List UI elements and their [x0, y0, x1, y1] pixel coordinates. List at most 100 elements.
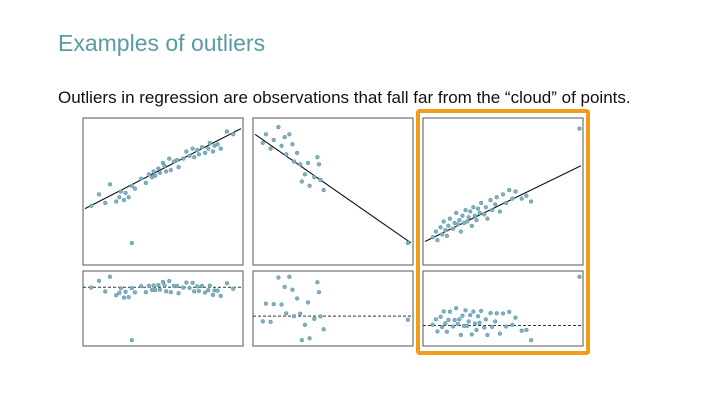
- middle-data-point: [312, 175, 317, 180]
- left-residual-point: [123, 289, 128, 295]
- right-data-point: [443, 227, 448, 233]
- highlight-frame: [416, 109, 590, 355]
- slide-subtitle: Outliers in regression are observations …: [58, 88, 631, 107]
- right-residual-point: [510, 322, 515, 328]
- left-residual-point: [153, 287, 158, 293]
- left-data-point: [210, 149, 216, 154]
- left-data-point: [118, 189, 124, 194]
- right-residual-point: [443, 321, 448, 326]
- right-data-point: [494, 195, 499, 200]
- left-residual-point: [146, 283, 152, 289]
- middle-data-point: [294, 150, 300, 156]
- left-residual-point: [196, 288, 202, 294]
- left-residual-point: [206, 287, 211, 293]
- left-data-point: [96, 192, 102, 197]
- right-residual-point: [500, 311, 506, 316]
- right-residual-point: [493, 319, 498, 324]
- middle-residual-point: [321, 327, 326, 332]
- left-residual-point: [126, 295, 131, 300]
- right-data-point: [435, 237, 440, 243]
- left-data-point: [139, 176, 144, 181]
- middle-residual-point: [291, 314, 297, 319]
- right-residual-point: [472, 321, 478, 326]
- middle-residual-point: [279, 302, 284, 307]
- middle-residual-point: [307, 336, 312, 341]
- left-data-point: [231, 132, 236, 137]
- left-data-point: [224, 129, 230, 134]
- right-residual-point: [577, 274, 582, 279]
- left-residual-point: [174, 283, 180, 289]
- left-residual-point: [129, 286, 134, 291]
- left-residual-point: [215, 288, 220, 293]
- right-data-point: [441, 219, 446, 224]
- right-data-point: [503, 200, 509, 206]
- left-data-point: [153, 173, 158, 178]
- middle-data-point: [287, 132, 292, 137]
- middle-residual-point: [298, 311, 303, 316]
- right-residual-panel: [422, 270, 584, 347]
- left-residual-point: [132, 290, 138, 295]
- right-data-point: [450, 226, 456, 231]
- left-residual-point: [187, 285, 192, 291]
- left-residual-point: [103, 289, 108, 294]
- right-data-point: [472, 213, 478, 218]
- middle-residual-point: [302, 322, 308, 327]
- right-residual-point: [485, 332, 490, 338]
- middle-data-point: [271, 137, 276, 143]
- left-residual-point: [157, 287, 163, 292]
- left-data-point: [157, 170, 163, 176]
- middle-data-point: [305, 160, 311, 166]
- left-data-point: [218, 146, 223, 151]
- right-residual-point: [471, 309, 476, 314]
- middle-data-point: [298, 162, 303, 167]
- middle-data-point: [321, 187, 326, 193]
- middle-residual-point: [284, 311, 289, 316]
- right-residual-point: [452, 317, 457, 323]
- left-residual-point: [96, 278, 102, 283]
- left-data-point: [114, 199, 119, 204]
- left-data-point: [187, 153, 192, 158]
- right-residual-point: [469, 332, 474, 337]
- right-residual-point: [503, 324, 509, 329]
- left-residual-point: [181, 285, 186, 290]
- right-residual-point: [524, 327, 529, 333]
- left-data-point: [207, 140, 212, 146]
- left-residual-point: [224, 281, 230, 286]
- left-data-point: [190, 146, 195, 151]
- right-residual-point: [457, 317, 462, 322]
- right-residual-point: [489, 324, 495, 330]
- left-data-point: [195, 147, 200, 153]
- left-data-point: [206, 146, 211, 151]
- middle-residual-point: [290, 287, 295, 292]
- left-residual-point: [129, 338, 134, 343]
- left-data-point: [156, 166, 161, 171]
- left-residual-point: [121, 295, 127, 300]
- left-residual-point: [162, 283, 167, 288]
- right-residual-point: [513, 315, 518, 320]
- middle-data-point: [405, 240, 411, 246]
- right-data-point: [454, 210, 459, 216]
- right-data-point: [440, 232, 445, 237]
- right-data-point: [469, 223, 474, 228]
- right-residual-point: [519, 328, 524, 333]
- left-residual-point: [89, 285, 94, 290]
- right-data-point: [510, 196, 515, 201]
- left-residual-point: [210, 292, 216, 298]
- middle-scatter-panel: [252, 117, 414, 266]
- middle-data-point: [290, 142, 295, 147]
- left-data-point: [192, 155, 197, 160]
- right-residual-point: [463, 308, 468, 313]
- right-data-point: [433, 229, 439, 234]
- left-data-point: [117, 195, 122, 200]
- right-residual-point: [507, 309, 512, 315]
- middle-residual-point: [287, 274, 292, 279]
- left-residual-point: [156, 282, 161, 288]
- right-data-point: [457, 217, 462, 223]
- left-data-point: [199, 145, 205, 150]
- left-data-point: [215, 142, 220, 147]
- right-data-point: [446, 223, 451, 228]
- right-residual-point: [455, 321, 460, 327]
- right-residual-point: [441, 309, 446, 314]
- right-residual-point: [497, 331, 503, 336]
